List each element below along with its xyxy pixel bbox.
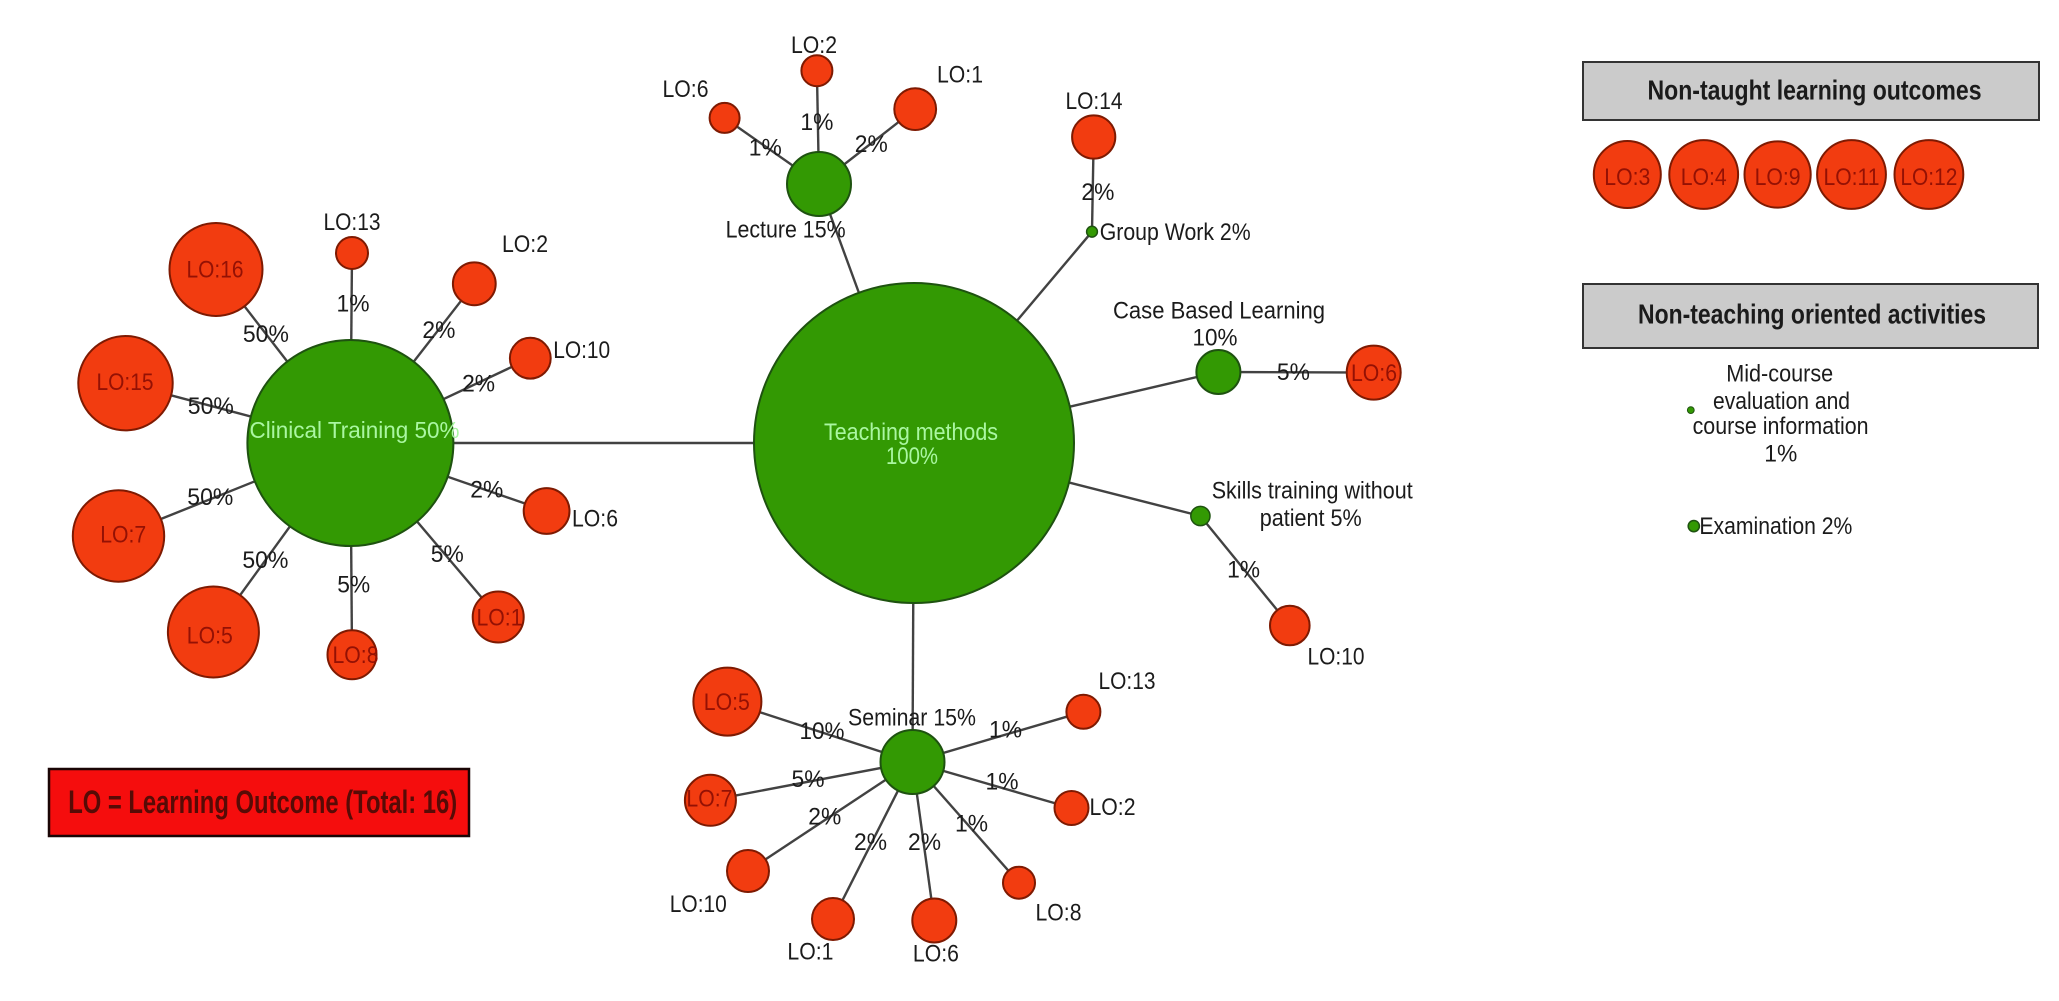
- svg-text:LO:9: LO:9: [1755, 164, 1801, 191]
- svg-text:Case Based Learning: Case Based Learning: [1113, 298, 1325, 325]
- svg-text:LO:1: LO:1: [937, 62, 983, 89]
- svg-text:Skills training without: Skills training without: [1212, 478, 1413, 505]
- svg-text:Examination 2%: Examination 2%: [1699, 513, 1852, 540]
- svg-text:Lecture 15%: Lecture 15%: [726, 217, 846, 244]
- svg-text:LO:16: LO:16: [187, 257, 244, 284]
- svg-text:LO:2: LO:2: [791, 32, 837, 59]
- svg-text:1%: 1%: [1764, 441, 1797, 468]
- svg-text:1%: 1%: [989, 716, 1022, 743]
- svg-text:LO:13: LO:13: [324, 209, 381, 236]
- svg-text:2%: 2%: [470, 476, 503, 503]
- svg-text:50%: 50%: [188, 393, 234, 420]
- svg-text:2%: 2%: [854, 829, 887, 856]
- svg-text:5%: 5%: [1277, 359, 1310, 386]
- svg-text:course information: course information: [1693, 413, 1869, 440]
- svg-text:LO:6: LO:6: [1351, 360, 1397, 387]
- svg-text:Teaching methods: Teaching methods: [824, 419, 998, 446]
- svg-text:50%: 50%: [242, 547, 288, 574]
- svg-text:LO:10: LO:10: [1308, 644, 1365, 671]
- svg-text:2%: 2%: [462, 370, 495, 397]
- svg-text:2%: 2%: [808, 804, 841, 831]
- svg-text:LO:1: LO:1: [477, 605, 523, 632]
- svg-text:LO:5: LO:5: [187, 623, 233, 650]
- svg-text:LO:3: LO:3: [1604, 164, 1650, 191]
- svg-text:1%: 1%: [1227, 557, 1260, 584]
- svg-text:5%: 5%: [337, 572, 370, 599]
- svg-text:LO:8: LO:8: [333, 642, 379, 669]
- svg-text:1%: 1%: [955, 811, 988, 838]
- svg-text:evaluation and: evaluation and: [1713, 388, 1850, 415]
- svg-text:50%: 50%: [187, 484, 233, 511]
- svg-text:LO:11: LO:11: [1824, 164, 1880, 191]
- svg-text:LO:6: LO:6: [913, 940, 959, 967]
- svg-text:LO:7: LO:7: [686, 786, 732, 813]
- svg-text:2%: 2%: [908, 829, 941, 856]
- svg-text:LO:4: LO:4: [1681, 164, 1727, 191]
- svg-text:LO:15: LO:15: [97, 369, 154, 396]
- svg-text:LO:7: LO:7: [100, 522, 146, 549]
- svg-text:LO:12: LO:12: [1900, 164, 1957, 191]
- svg-text:2%: 2%: [855, 131, 888, 158]
- svg-text:LO:2: LO:2: [502, 231, 548, 258]
- svg-text:LO:10: LO:10: [553, 337, 610, 364]
- svg-text:LO:6: LO:6: [663, 76, 709, 103]
- svg-text:1%: 1%: [337, 290, 370, 317]
- svg-text:50%: 50%: [243, 321, 289, 348]
- svg-text:LO = Learning Outcome (Total:: LO = Learning Outcome (Total: 16): [68, 784, 457, 820]
- svg-text:LO:8: LO:8: [1036, 900, 1082, 927]
- svg-text:Group Work 2%: Group Work 2%: [1100, 219, 1251, 246]
- svg-text:1%: 1%: [986, 769, 1019, 796]
- svg-text:LO:2: LO:2: [1090, 794, 1136, 821]
- svg-text:1%: 1%: [749, 134, 782, 161]
- svg-text:2%: 2%: [422, 317, 455, 344]
- svg-text:Seminar 15%: Seminar 15%: [848, 704, 976, 731]
- svg-text:1%: 1%: [800, 109, 833, 136]
- svg-text:Non-taught learning outcomes: Non-taught learning outcomes: [1648, 75, 1982, 106]
- svg-text:10%: 10%: [800, 718, 845, 745]
- svg-text:Clinical Training 50%: Clinical Training 50%: [250, 417, 460, 443]
- svg-text:100%: 100%: [886, 443, 938, 470]
- svg-text:patient 5%: patient 5%: [1260, 505, 1362, 532]
- svg-text:LO:10: LO:10: [670, 891, 727, 918]
- svg-text:LO:13: LO:13: [1099, 668, 1156, 695]
- svg-text:5%: 5%: [792, 766, 825, 793]
- svg-text:Non-teaching oriented activiti: Non-teaching oriented activities: [1638, 298, 1986, 329]
- svg-text:LO:14: LO:14: [1066, 88, 1123, 115]
- svg-text:LO:1: LO:1: [787, 939, 833, 966]
- svg-text:Mid-course: Mid-course: [1726, 360, 1833, 387]
- svg-text:10%: 10%: [1193, 325, 1238, 352]
- svg-text:5%: 5%: [431, 541, 464, 568]
- svg-text:2%: 2%: [1081, 179, 1114, 206]
- svg-text:LO:6: LO:6: [572, 505, 618, 532]
- svg-text:LO:5: LO:5: [704, 689, 750, 716]
